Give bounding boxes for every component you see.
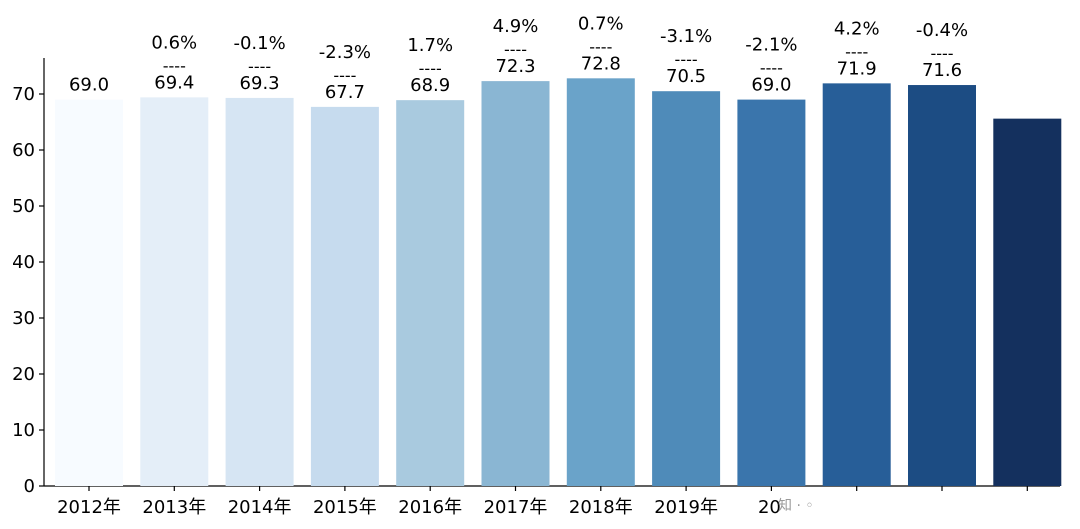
value-label: 72.8 bbox=[581, 53, 621, 74]
y-tick-label: 40 bbox=[12, 252, 35, 273]
growth-label: 0.7% bbox=[578, 13, 624, 34]
bar bbox=[566, 78, 635, 486]
value-label: 70.5 bbox=[666, 66, 706, 87]
bar bbox=[993, 118, 1062, 486]
bar bbox=[908, 85, 976, 486]
growth-label: -0.4% bbox=[916, 20, 968, 41]
bar bbox=[310, 106, 379, 486]
separator-label: ---- bbox=[333, 66, 356, 85]
bar bbox=[225, 97, 294, 487]
bar bbox=[481, 81, 550, 487]
x-tick-label: 2018年 bbox=[569, 497, 633, 518]
separator-label: ---- bbox=[419, 59, 442, 78]
growth-label: 4.9% bbox=[493, 16, 539, 37]
x-tick-label: 2015年 bbox=[313, 497, 377, 518]
value-label: 69.0 bbox=[69, 75, 109, 96]
x-tick-label: 2019年 bbox=[654, 497, 718, 518]
growth-label: 4.2% bbox=[834, 18, 880, 39]
growth-label: -0.1% bbox=[233, 33, 285, 54]
growth-label: 1.7% bbox=[407, 35, 453, 56]
y-tick-label: 10 bbox=[12, 420, 35, 441]
y-tick-label: 60 bbox=[12, 140, 35, 161]
bar bbox=[55, 99, 123, 486]
bar bbox=[396, 100, 465, 486]
y-tick-label: 30 bbox=[12, 308, 35, 329]
labels: 69.0 69.4----0.6%69.3-----0.1%67.7-----2.… bbox=[69, 13, 968, 103]
separator-label: ---- bbox=[675, 50, 698, 69]
value-label: 71.9 bbox=[837, 58, 877, 79]
separator-label: ---- bbox=[930, 44, 953, 63]
x-tick-label: 2017年 bbox=[484, 497, 548, 518]
x-tick-label: 2014年 bbox=[228, 497, 292, 518]
separator-label: ---- bbox=[248, 57, 271, 76]
bars bbox=[55, 78, 1062, 487]
x-axis: 2012年 2013年 2014年 2015年 2016年 2017年 2018年 2019年… bbox=[44, 485, 1060, 518]
value-label: 69.4 bbox=[154, 72, 194, 93]
bar bbox=[140, 97, 209, 487]
y-tick-label: 20 bbox=[12, 364, 35, 385]
value-label: 67.7 bbox=[325, 82, 365, 103]
y-tick-label: 50 bbox=[12, 196, 35, 217]
x-tick-label: 20 bbox=[758, 497, 781, 518]
y-tick-label: 0 bbox=[24, 476, 35, 497]
growth-label: -2.3% bbox=[319, 42, 371, 63]
watermark-text: 知 · ◦ bbox=[778, 497, 814, 514]
value-label: 71.6 bbox=[922, 60, 962, 81]
x-tick-label: 2013年 bbox=[142, 497, 206, 518]
bar bbox=[652, 91, 721, 486]
x-tick-label: 2012年 bbox=[57, 497, 121, 518]
value-label: 68.9 bbox=[410, 75, 450, 96]
separator-label: ---- bbox=[589, 37, 612, 56]
y-tick-label: 70 bbox=[12, 84, 35, 105]
value-label: 69.0 bbox=[751, 75, 791, 96]
x-tick-label: 2016年 bbox=[398, 497, 462, 518]
separator-label: ---- bbox=[845, 42, 868, 61]
value-label: 69.3 bbox=[240, 73, 280, 94]
bar bbox=[822, 83, 891, 487]
bar bbox=[737, 99, 806, 486]
value-label: 72.3 bbox=[495, 56, 535, 77]
growth-label: -2.1% bbox=[745, 35, 797, 56]
y-axis: 0 10 20 30 40 50 60 70 bbox=[12, 58, 45, 497]
growth-label: 0.6% bbox=[151, 32, 197, 53]
growth-label: -3.1% bbox=[660, 26, 712, 47]
separator-label: ---- bbox=[163, 56, 186, 75]
separator-label: ---- bbox=[760, 59, 783, 78]
separator-label: ---- bbox=[504, 40, 527, 59]
